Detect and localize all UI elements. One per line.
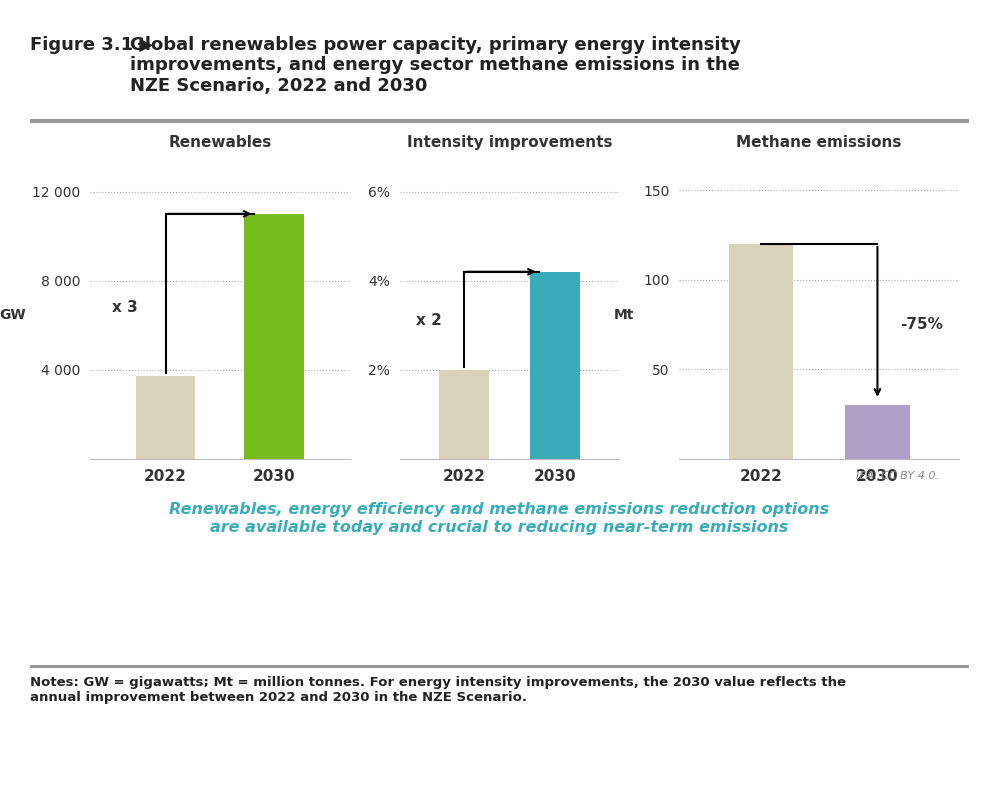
Text: x 3: x 3 [112,300,138,315]
Title: Methane emissions: Methane emissions [736,135,902,150]
Text: Renewables, energy efficiency and methane emissions reduction options
are availa: Renewables, energy efficiency and methan… [170,502,829,535]
Text: Figure 3.1 ▶: Figure 3.1 ▶ [30,36,153,54]
Bar [530,272,580,459]
Title: Intensity improvements: Intensity improvements [407,135,612,150]
Text: x 2: x 2 [416,313,442,328]
Text: Global renewables power capacity, primary energy intensity
improvements, and ene: Global renewables power capacity, primar… [130,36,740,95]
Y-axis label: GW: GW [0,308,26,323]
Title: Renewables: Renewables [168,135,272,150]
Text: -75%: -75% [900,317,943,332]
Text: IEA. CC BY 4.0.: IEA. CC BY 4.0. [856,471,939,481]
Bar [439,369,489,459]
Bar [845,405,909,459]
Bar [136,377,196,459]
Y-axis label: Mt: Mt [613,308,634,323]
Text: Notes: GW = gigawatts; Mt = million tonnes. For energy intensity improvements, t: Notes: GW = gigawatts; Mt = million tonn… [30,676,846,704]
Bar [729,244,793,459]
Bar [244,214,304,459]
